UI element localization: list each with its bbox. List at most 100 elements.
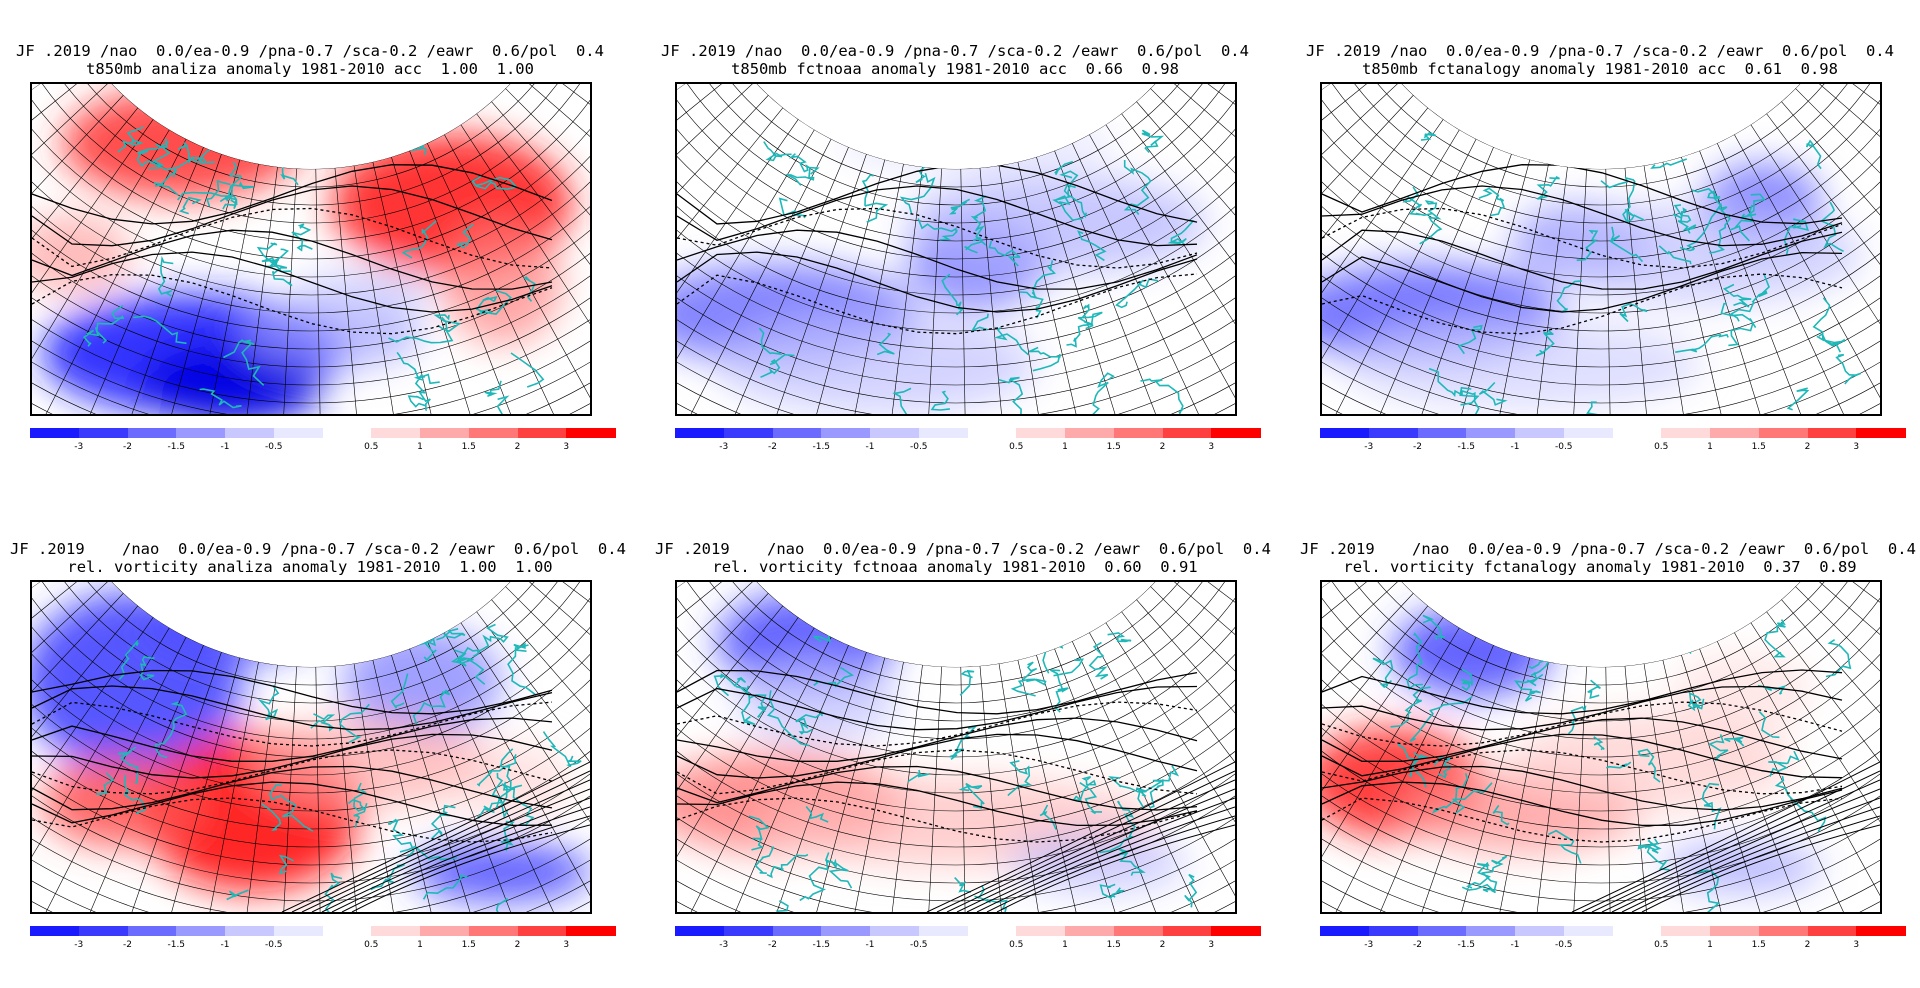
panel-title-line2: rel. vorticity fctanalogy anomaly 1981-2…: [1343, 558, 1857, 576]
legend-label: -3: [74, 442, 84, 452]
legend-label: 0.5: [1009, 940, 1024, 950]
anomaly-region: [717, 314, 1037, 414]
legend-swatch: [566, 428, 616, 438]
coastlines: [82, 126, 545, 414]
legend-swatch: [468, 926, 518, 936]
lat-lon-grid: [32, 582, 590, 912]
legend-label: -1.5: [1457, 442, 1476, 452]
map-plot: [675, 580, 1237, 914]
contour-lines: [32, 164, 553, 335]
legend-swatch: [30, 428, 80, 438]
legend-label: -2: [768, 940, 777, 950]
legend-label: -1: [1510, 442, 1520, 452]
panel-t850-fctnoaa: JF .2019 /nao 0.0/ea-0.9 /pna-0.7 /sca-0…: [655, 0, 1261, 452]
legend-label: -1.5: [1457, 940, 1476, 950]
legend-label: 3: [563, 940, 570, 950]
panel-vorticity-fctnoaa: JF .2019 /nao 0.0/ea-0.9 /pna-0.7 /sca-0…: [655, 498, 1271, 950]
legend-swatch: [225, 926, 275, 936]
panel-title-line1: JF .2019 /nao 0.0/ea-0.9 /pna-0.7 /sca-0…: [16, 42, 604, 60]
color-legend: -3 -2 -1.5 -1 -0.5 0.5 1 1.5 2 3: [675, 926, 1261, 954]
anomaly-region: [142, 344, 322, 414]
legend-swatch: [772, 428, 822, 438]
legend-swatch: [1466, 428, 1516, 438]
legend-swatch: [127, 926, 177, 936]
legend-label: -3: [74, 940, 84, 950]
legend-label: -1.5: [167, 442, 186, 452]
legend-label: -0.5: [264, 940, 283, 950]
map-projection-area: [1322, 582, 1880, 912]
map-projection-area: [677, 84, 1235, 414]
panel-vorticity-analysis: JF .2019 /nao 0.0/ea-0.9 /pna-0.7 /sca-0…: [10, 498, 626, 950]
legend-swatch: [30, 926, 80, 936]
legend-label: 0.5: [1009, 442, 1024, 452]
legend-swatch: [420, 926, 470, 936]
map-projection-area: [677, 582, 1235, 912]
legend-label: 2: [1804, 442, 1811, 452]
legend-swatch: [918, 428, 968, 438]
legend-label: 1.5: [1751, 442, 1766, 452]
legend-label: 1: [1707, 940, 1713, 950]
legend-swatch: [675, 428, 725, 438]
dense-contours-southeast: [926, 761, 1235, 912]
legend-swatch: [322, 926, 372, 936]
legend-swatch: [273, 926, 323, 936]
coastlines: [758, 125, 1195, 414]
legend-swatch: [1113, 926, 1163, 936]
anomaly-region: [1542, 204, 1862, 304]
panel-t850-analysis: JF .2019 /nao 0.0/ea-0.9 /pna-0.7 /sca-0…: [10, 0, 616, 452]
legend-swatch: [1515, 428, 1565, 438]
legend-label: -0.5: [264, 442, 283, 452]
color-legend: -3 -2 -1.5 -1 -0.5 0.5 1 1.5 2 3: [675, 428, 1261, 456]
legend-label: -2: [768, 442, 777, 452]
legend-swatch: [371, 926, 421, 936]
anomaly-region: [452, 742, 572, 822]
legend-label: 3: [563, 442, 570, 452]
legend-label: -3: [719, 442, 729, 452]
legend-label: 1: [1062, 940, 1068, 950]
legend-swatch: [127, 428, 177, 438]
dense-contours-southeast: [1571, 761, 1880, 912]
legend-label: -2: [123, 940, 132, 950]
legend-swatch: [176, 926, 226, 936]
legend-label: -0.5: [1554, 940, 1573, 950]
anomaly-region: [252, 717, 492, 807]
color-legend: -3 -2 -1.5 -1 -0.5 0.5 1 1.5 2 3: [1320, 428, 1906, 456]
map-plot: [30, 82, 592, 416]
legend-swatch: [78, 428, 128, 438]
legend-swatch: [1113, 428, 1163, 438]
legend-label: 1: [417, 442, 423, 452]
legend-swatch: [1661, 428, 1711, 438]
anomaly-region: [32, 214, 132, 294]
legend-swatch: [1856, 926, 1906, 936]
legend-label: -1: [865, 442, 875, 452]
panel-title-line1: JF .2019 /nao 0.0/ea-0.9 /pna-0.7 /sca-0…: [10, 540, 626, 558]
legend-label: -3: [1364, 442, 1374, 452]
legend-swatch: [1563, 428, 1613, 438]
legend-swatch: [870, 428, 920, 438]
lat-lon-grid: [1322, 84, 1880, 414]
legend-swatch: [821, 428, 871, 438]
legend-label: 3: [1208, 442, 1215, 452]
color-legend: -3 -2 -1.5 -1 -0.5 0.5 1 1.5 2 3: [1320, 926, 1906, 954]
legend-label: 1: [1062, 442, 1068, 452]
map-projection-area: [1322, 84, 1880, 414]
legend-swatch: [1856, 428, 1906, 438]
coastlines: [1402, 131, 1862, 414]
legend-swatch: [468, 428, 518, 438]
map-svg: [32, 582, 590, 912]
anomaly-region: [292, 269, 432, 319]
legend-swatch: [967, 428, 1017, 438]
legend-label: 1: [1707, 442, 1713, 452]
legend-swatch: [1758, 926, 1808, 936]
legend-label: -1: [220, 940, 230, 950]
contour-lines: [677, 164, 1198, 335]
legend-label: -1: [220, 442, 230, 452]
legend-label: -1.5: [812, 940, 831, 950]
legend-label: -0.5: [909, 940, 928, 950]
anomaly-region: [412, 842, 590, 902]
legend-swatch: [1612, 428, 1662, 438]
legend-label: -1: [865, 940, 875, 950]
legend-swatch: [517, 926, 567, 936]
legend-label: 1.5: [1106, 442, 1121, 452]
legend-swatch: [1466, 926, 1516, 936]
